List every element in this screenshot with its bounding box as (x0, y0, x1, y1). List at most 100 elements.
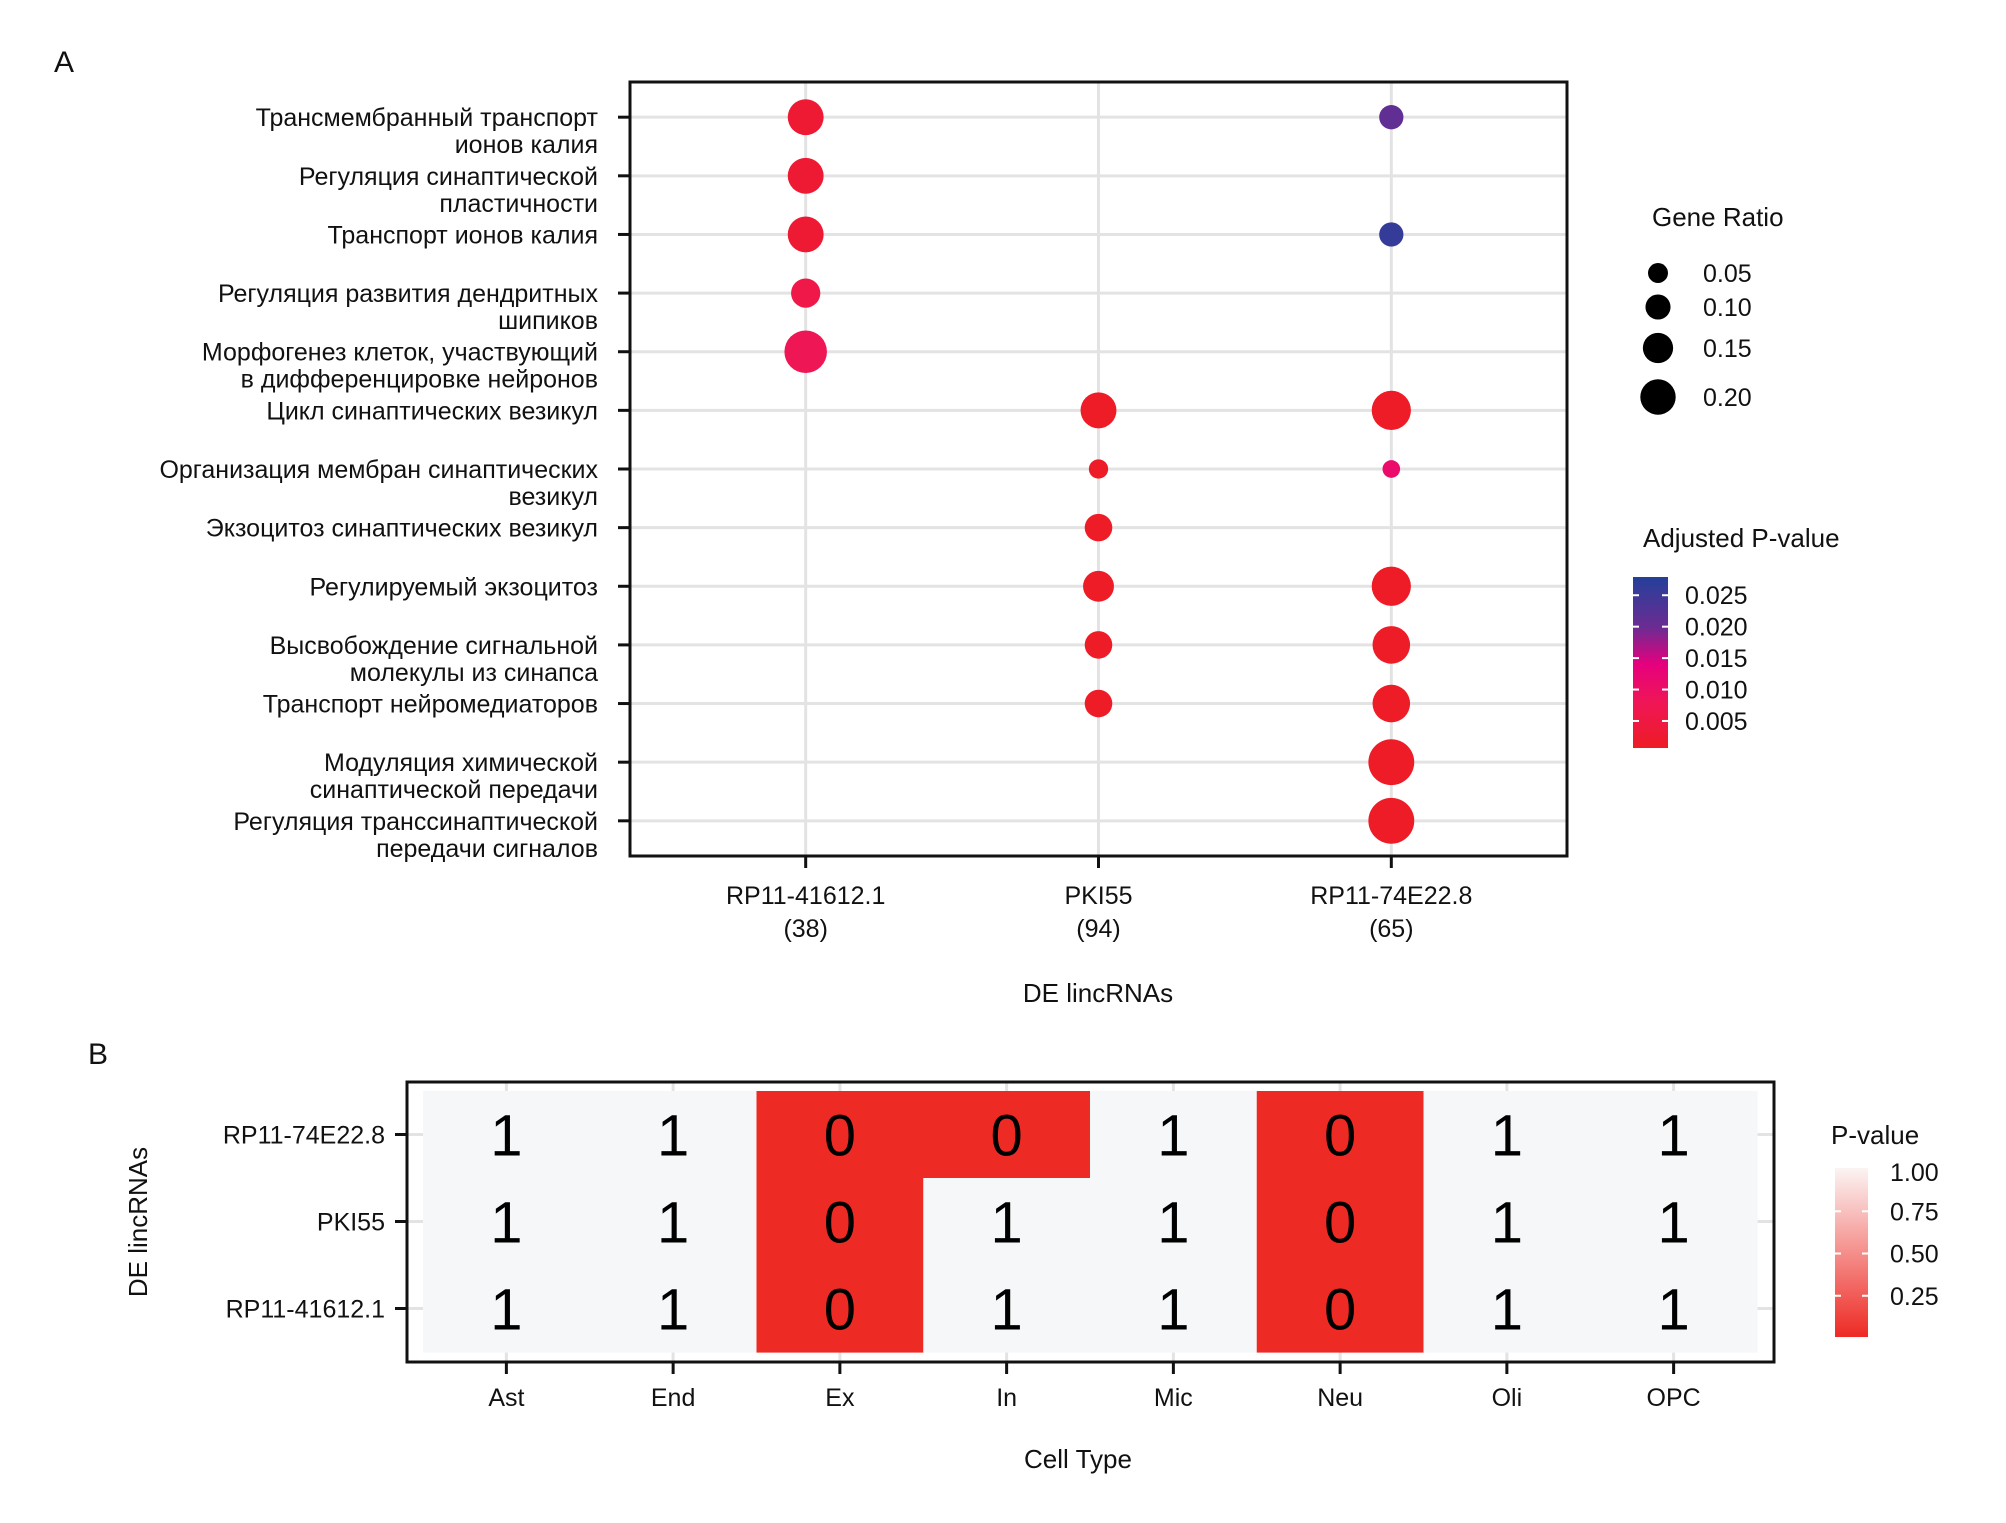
adjusted-pvalue-legend-label: 0.015 (1685, 645, 1748, 673)
dotplot-x-tick-count: (65) (1369, 915, 1413, 943)
heatmap-tile (1590, 1178, 1758, 1266)
heatmap-cell-value: 1 (490, 1104, 522, 1169)
heatmap-y-tick-label: PKI55 (317, 1209, 385, 1237)
dotplot-y-tick-label-line: Регуляция синаптической (299, 163, 598, 191)
heatmap-cell-value: 0 (1324, 1104, 1356, 1169)
dotplot-y-tick-label-line: везикул (508, 483, 598, 511)
adjusted-pvalue-legend-label: 0.010 (1685, 677, 1748, 705)
gene-ratio-legend-label: 0.10 (1703, 294, 1752, 322)
heatmap-cell-value: 1 (490, 1191, 522, 1256)
heatmap-tile (1090, 1178, 1258, 1266)
panel-a-label: A (54, 46, 74, 79)
dotplot-y-tick-label: Транспорт ионов калия (328, 221, 598, 249)
heatmap-cell-value: 1 (1157, 1104, 1189, 1169)
heatmap-y-tick-label: RP11-74E22.8 (223, 1122, 385, 1150)
heatmap-x-axis-title: Cell Type (1024, 1444, 1132, 1474)
adjusted-pvalue-legend-label: 0.005 (1685, 708, 1748, 736)
gene-ratio-legend-key (1642, 332, 1674, 364)
dot-point (1379, 105, 1404, 130)
heatmap-y-axis-title: DE lincRNAs (123, 1147, 153, 1297)
heatmap-tile (1256, 1091, 1425, 1179)
gene-ratio-legend-label: 0.15 (1703, 335, 1752, 363)
heatmap-tile (423, 1091, 591, 1179)
heatmap-x-tick-label: In (996, 1384, 1017, 1412)
dot-point (1372, 626, 1411, 664)
dotplot-y-tick-label-line: в дифференцировке нейронов (241, 366, 598, 394)
dotplot-y-tick-label-line: Регулируемый экзоцитоз (309, 573, 598, 601)
dotplot-y-tick-label: Организация мембран синаптических везикул (159, 456, 598, 511)
dotplot-y-tick-label: Регуляция развития дендритных шипиков (218, 280, 599, 335)
dot-point (1080, 392, 1117, 429)
heatmap-x-tick-label: Ast (488, 1384, 524, 1412)
heatmap-cell-value: 1 (1157, 1191, 1189, 1256)
heatmap-cell-value: 1 (490, 1278, 522, 1343)
heatmap-cell-value: 1 (1657, 1191, 1689, 1256)
heatmap-tile (756, 1091, 924, 1179)
dot-point (1084, 513, 1113, 542)
heatmap-tile (1090, 1091, 1258, 1179)
dot-point (787, 216, 824, 253)
dotplot-y-tick-label-line: Регуляция развития дендритных (218, 280, 599, 308)
heatmap-y-tick-label: RP11-41612.1 (226, 1296, 385, 1324)
dot-point (1088, 459, 1109, 479)
dot-point (1372, 684, 1411, 723)
dot-point (1084, 689, 1113, 718)
heatmap-x-tick-label: OPC (1647, 1384, 1701, 1412)
heatmap-cell-value: 0 (824, 1278, 856, 1343)
dotplot-x-tick-label: PKI55 (1064, 882, 1132, 910)
heatmap-tile (589, 1091, 758, 1179)
heatmap-tile (1256, 1178, 1425, 1266)
heatmap-x-tick-label: Ex (825, 1384, 855, 1412)
dot-point (1368, 797, 1415, 844)
heatmap-cell-value: 1 (657, 1278, 689, 1343)
heatmap-cell-value: 1 (1491, 1104, 1523, 1169)
dotplot-x-tick-label: RP11-41612.1 (726, 882, 885, 910)
heatmap-cell-value: 1 (1491, 1278, 1523, 1343)
gene-ratio-legend-key (1640, 379, 1676, 415)
heatmap-cell-value: 1 (657, 1191, 689, 1256)
adjusted-pvalue-legend-label: 0.020 (1685, 614, 1748, 642)
heatmap-tile (589, 1178, 758, 1266)
gene-ratio-legend-label: 0.05 (1703, 260, 1752, 288)
heatmap-cell-labels: 1 1 0 0 1 0 1 1 1 1 0 1 1 0 1 1 1 1 0 1 1 0 1 1 (490, 1104, 1690, 1343)
dot-point (1084, 631, 1113, 659)
dotplot-points (784, 99, 1415, 844)
heatmap-tile (1423, 1265, 1591, 1353)
heatmap-x-tick-label: Neu (1317, 1384, 1363, 1412)
heatmap-x-axis: Ast End Ex In Mic Neu Oli OPC (488, 1362, 1701, 1412)
dotplot-y-tick-label: Регулируемый экзоцитоз (309, 573, 598, 601)
dot-point (791, 278, 821, 308)
dotplot-x-tick-label: RP11-74E22.8 (1310, 882, 1472, 910)
heatmap-x-tick-label: Oli (1492, 1384, 1523, 1412)
heatmap-cell-value: 1 (1491, 1191, 1523, 1256)
dotplot-y-tick-label-line: Трансмембранный транспорт (256, 104, 599, 132)
heatmap-cell-value: 1 (1157, 1278, 1189, 1343)
dotplot-y-tick-label: Модуляция химической синаптической переда… (310, 749, 598, 804)
heatmap-tiles (423, 1091, 1758, 1353)
dotplot-y-axis: Трансмембранный транспорт ионов калия Регу… (159, 104, 630, 863)
heatmap-cell-value: 1 (990, 1191, 1022, 1256)
gene-ratio-legend-key (1648, 263, 1668, 283)
pvalue-legend-label: 0.50 (1890, 1241, 1939, 1269)
dotplot-y-tick-label-line: молекулы из синапса (350, 659, 598, 687)
heatmap-cell-value: 1 (1657, 1278, 1689, 1343)
dotplot-y-tick-label-line: ионов калия (455, 131, 598, 159)
dotplot-x-axis-title: DE lincRNAs (1023, 978, 1173, 1008)
heatmap-tile (1423, 1091, 1591, 1179)
gene-ratio-legend: Gene Ratio 0.05 0.10 0.15 0.20 (1640, 202, 1784, 415)
gene-ratio-legend-title: Gene Ratio (1652, 202, 1784, 232)
pvalue-legend-label: 0.75 (1890, 1198, 1939, 1226)
dotplot-x-tick-count: (38) (783, 915, 827, 943)
heatmap-cell-value: 0 (1324, 1191, 1356, 1256)
dotplot-y-tick-label: Цикл синаптических везикул (266, 397, 598, 425)
dot-point (1382, 460, 1401, 478)
pvalue-legend-label: 1.00 (1890, 1159, 1939, 1187)
dot-point (1371, 390, 1411, 430)
heatmap-cell-value: 0 (824, 1104, 856, 1169)
dotplot-y-tick-label-line: Транспорт ионов калия (328, 221, 598, 249)
heatmap-tile (423, 1265, 591, 1353)
dotplot-y-tick-label-line: передачи сигналов (376, 835, 598, 863)
heatmap-cell-value: 1 (1657, 1104, 1689, 1169)
adjusted-pvalue-colorbar (1633, 577, 1668, 748)
